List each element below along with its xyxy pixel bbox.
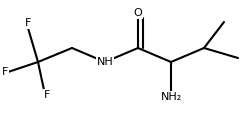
Text: O: O (134, 8, 142, 18)
Text: F: F (2, 67, 8, 77)
Text: NH: NH (97, 57, 113, 67)
Text: NH₂: NH₂ (160, 92, 182, 102)
Text: F: F (44, 90, 50, 100)
Text: F: F (25, 18, 31, 28)
